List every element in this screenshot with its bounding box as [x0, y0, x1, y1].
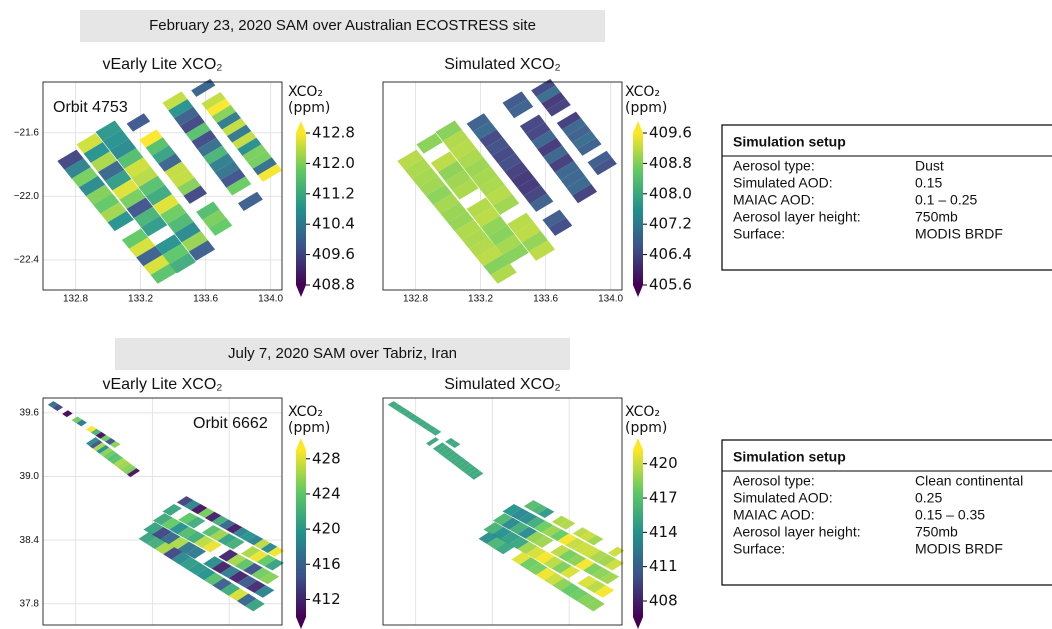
- x-tick-label: 133.6: [533, 294, 558, 305]
- colorbar-tick-label: 408.0: [649, 184, 692, 202]
- y-tick-label: 39.6: [20, 407, 40, 418]
- colorbar-tick-label: 408: [649, 591, 678, 609]
- colorbar-label: (ppm): [625, 100, 667, 116]
- colorbar-tick-label: 407.2: [649, 215, 692, 233]
- swath-cell: [191, 79, 215, 97]
- swath-cell: [426, 437, 439, 446]
- colorbar-label: XCO₂: [625, 404, 660, 420]
- map-title: Simulated XCO₂: [444, 376, 560, 393]
- colorbar-tick-label: 408.8: [312, 276, 355, 294]
- setup-cell: Aerosol type:: [733, 158, 815, 174]
- setup-cell: Aerosol layer height:: [733, 524, 861, 540]
- setup-cell: 750mb: [915, 524, 958, 540]
- annotation: Orbit 4753: [53, 99, 128, 116]
- swath-cell: [62, 410, 73, 417]
- colorbar-extend: [296, 617, 306, 629]
- x-tick-label: 134.0: [258, 294, 283, 305]
- y-tick-label: −22.0: [14, 191, 40, 202]
- setup-cell: Simulated AOD:: [733, 175, 833, 191]
- colorbar-extend: [633, 438, 643, 450]
- colorbar-tick-label: 424: [312, 484, 341, 502]
- colorbar-extend: [633, 617, 643, 629]
- colorbar-tick-label: 412.8: [312, 124, 355, 142]
- colorbar-tick-label: 408.8: [649, 154, 692, 172]
- colorbar: [296, 133, 306, 285]
- y-tick-label: 37.8: [20, 598, 40, 609]
- colorbar-label: XCO₂: [288, 404, 323, 420]
- setup-cell: Surface:: [733, 226, 785, 242]
- colorbar-tick-label: 416: [312, 555, 341, 573]
- y-tick-label: −22.4: [14, 254, 40, 265]
- setup-cell: Aerosol type:: [733, 473, 815, 489]
- colorbar-extend: [633, 121, 643, 133]
- setup-cell: MODIS BRDF: [915, 226, 1003, 242]
- setup-cell: 750mb: [915, 209, 958, 225]
- colorbar-tick-label: 411.2: [312, 184, 355, 202]
- colorbar-tick-label: 414: [649, 523, 678, 541]
- setup-cell: Dust: [915, 158, 944, 174]
- annotation: Orbit 6662: [193, 415, 268, 432]
- setup-cell: Simulated AOD:: [733, 490, 833, 506]
- colorbar-tick-label: 409.6: [312, 245, 355, 263]
- setup-cell: MAIAC AOD:: [733, 507, 815, 523]
- colorbar-label: (ppm): [625, 420, 667, 436]
- x-tick-label: 133.2: [128, 294, 153, 305]
- colorbar-label: XCO₂: [288, 84, 323, 100]
- colorbar-tick-label: 412: [312, 590, 341, 608]
- setup-cell: 0.1 – 0.25: [915, 192, 977, 208]
- x-tick-label: 133.2: [468, 294, 493, 305]
- map-title: vEarly Lite XCO₂: [102, 376, 222, 393]
- colorbar: [633, 450, 643, 617]
- colorbar-extend: [296, 438, 306, 450]
- x-tick-label: 132.8: [63, 294, 88, 305]
- y-tick-label: −21.6: [14, 127, 40, 138]
- x-tick-label: 132.8: [403, 294, 428, 305]
- colorbar-tick-label: 409.6: [649, 124, 692, 142]
- colorbar-extend: [296, 285, 306, 297]
- setup-cell: 0.15: [915, 175, 942, 191]
- swath-cell: [238, 192, 263, 211]
- colorbar: [296, 450, 306, 617]
- colorbar: [633, 133, 643, 285]
- y-tick-label: 38.4: [20, 535, 40, 546]
- colorbar-tick-label: 406.4: [649, 245, 692, 263]
- colorbar-label: (ppm): [288, 420, 330, 436]
- colorbar-tick-label: 417: [649, 489, 678, 507]
- colorbar-label: XCO₂: [625, 84, 660, 100]
- banner: February 23, 2020 SAM over Australian EC…: [149, 17, 536, 34]
- colorbar-tick-label: 420: [649, 454, 678, 472]
- setup-title: Simulation setup: [733, 449, 846, 465]
- setup-cell: Aerosol layer height:: [733, 209, 861, 225]
- colorbar-tick-label: 410.4: [312, 215, 355, 233]
- figure: February 23, 2020 SAM over Australian EC…: [0, 0, 1052, 629]
- y-tick-label: 39.0: [20, 471, 40, 482]
- colorbar-extend: [296, 121, 306, 133]
- colorbar-extend: [633, 285, 643, 297]
- setup-title: Simulation setup: [733, 134, 846, 150]
- setup-cell: 0.15 – 0.35: [915, 507, 985, 523]
- banner: July 7, 2020 SAM over Tabriz, Iran: [228, 345, 457, 362]
- setup-cell: Clean continental: [915, 473, 1023, 489]
- colorbar-tick-label: 420: [312, 520, 341, 538]
- setup-cell: MAIAC AOD:: [733, 192, 815, 208]
- x-tick-label: 133.6: [193, 294, 218, 305]
- swath-cell: [127, 113, 151, 131]
- colorbar-tick-label: 412.0: [312, 154, 355, 172]
- colorbar-tick-label: 428: [312, 449, 341, 467]
- colorbar-label: (ppm): [288, 100, 330, 116]
- colorbar-tick-label: 411: [649, 557, 678, 575]
- setup-cell: 0.25: [915, 490, 942, 506]
- setup-cell: Surface:: [733, 541, 785, 557]
- map-title: Simulated XCO₂: [444, 56, 560, 73]
- x-tick-label: 134.0: [598, 294, 623, 305]
- setup-cell: MODIS BRDF: [915, 541, 1003, 557]
- colorbar-tick-label: 405.6: [649, 276, 692, 294]
- map-title: vEarly Lite XCO₂: [102, 56, 222, 73]
